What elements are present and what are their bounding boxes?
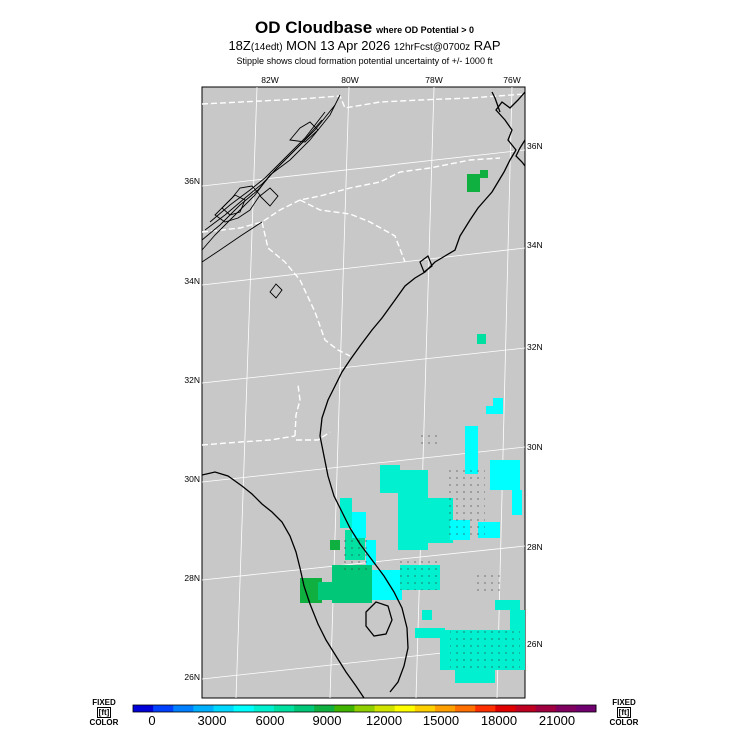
valid-date: MON 13 Apr 2026: [286, 38, 391, 53]
colorbar-right-label-top: FIXED: [612, 698, 636, 707]
lat-label-left-26n: 26N: [184, 672, 200, 682]
colorbar-swatch: [213, 705, 235, 712]
colorbar-tick: 6000: [255, 713, 285, 728]
colorbar-cells: [132, 704, 597, 713]
lat-label-left-30n: 30N: [184, 474, 200, 484]
lon-label-80w: 80W: [341, 75, 358, 85]
graticule: [202, 87, 525, 698]
colorbar-swatch: [455, 705, 476, 712]
lon-label-82w: 82W: [261, 75, 278, 85]
colorbar-left-unit: [ft]: [96, 707, 112, 718]
colorbar-swatch: [133, 705, 154, 712]
colorbar-swatch: [193, 705, 215, 712]
lat-label-right-28n: 28N: [527, 542, 543, 552]
forecast-info: 12hrFcst@0700z: [393, 42, 471, 53]
lat-labels-right: 36N 34N 32N 30N 28N 26N: [527, 141, 543, 649]
colorbar-swatch: [294, 705, 315, 712]
colorbar-right-unit: [ft]: [616, 707, 632, 718]
colorbar-right-label: FIXED [ft] COLOR: [608, 698, 640, 727]
colorbar-left-label-top: FIXED: [92, 698, 116, 707]
lake-feature: [419, 255, 433, 273]
colorbar-tick: 21000: [538, 713, 576, 728]
colorbar-swatch: [233, 705, 255, 712]
colorbar-swatch: [314, 705, 335, 712]
chart-title-row: OD Cloudbase where OD Potential > 0: [0, 18, 729, 38]
colorbar-swatch: [253, 705, 275, 712]
colorbar-swatch: [434, 705, 456, 712]
colorbar-left-label-bottom: COLOR: [89, 718, 119, 727]
terrain-contours: [202, 94, 341, 299]
colorbar-tick: 9000: [312, 713, 342, 728]
colorbar-tick: 0: [148, 713, 156, 728]
coastline: [202, 91, 525, 698]
colorbar-tick: 15000: [422, 713, 460, 728]
colorbar-left-label: FIXED [ft] COLOR: [88, 698, 120, 727]
colorbar-tick: 3000: [197, 713, 227, 728]
valid-time: 18Z: [228, 38, 251, 53]
stipple-note: Stipple shows cloud formation potential …: [236, 56, 493, 66]
lat-label-left-32n: 32N: [184, 375, 200, 385]
lon-label-78w: 78W: [425, 75, 442, 85]
lat-labels-left: 36N 34N 32N 30N 28N 26N: [184, 176, 200, 682]
colorbar-swatch: [394, 705, 416, 712]
uncertainty-stipple: [340, 430, 520, 670]
model-name: RAP: [473, 38, 501, 53]
colorbar-frame: [132, 704, 597, 713]
colorbar-swatch: [555, 705, 577, 712]
colorbar-swatch: [515, 705, 537, 712]
lat-label-left-34n: 34N: [184, 276, 200, 286]
lat-label-right-34n: 34N: [527, 240, 543, 250]
lon-labels: 82W 80W 78W 76W: [261, 75, 520, 85]
chart-title-note: where OD Potential > 0: [376, 25, 474, 35]
lat-label-right-36n: 36N: [527, 141, 543, 151]
colorbar-swatch: [354, 705, 376, 712]
colorbar-swatch: [334, 705, 355, 712]
colorbar-tick: 12000: [365, 713, 403, 728]
colorbar-swatch: [414, 705, 436, 712]
colorbar-swatch: [153, 705, 174, 712]
lat-label-left-36n: 36N: [184, 176, 200, 186]
lake-okeechobee: [365, 601, 393, 637]
local-time: (14edt): [250, 42, 283, 53]
lat-label-right-32n: 32N: [527, 342, 543, 352]
chart-subtitle: 18Z(14edt) MON 13 Apr 2026 12hrFcst@0700…: [0, 38, 729, 53]
colorbar-right-label-bottom: COLOR: [609, 718, 639, 727]
colorbar-swatch: [273, 705, 295, 712]
colorbar-swatch: [173, 705, 194, 712]
colorbar-swatch: [374, 705, 396, 712]
colorbar-swatch: [575, 705, 597, 712]
lat-label-right-26n: 26N: [527, 639, 543, 649]
lon-label-76w: 76W: [503, 75, 520, 85]
chart-title: OD Cloudbase: [255, 18, 373, 37]
colorbar-swatch: [475, 705, 496, 712]
lat-label-right-30n: 30N: [527, 442, 543, 452]
colorbar-tick: 18000: [480, 713, 518, 728]
colorbar-swatch: [535, 705, 557, 712]
state-borders: [202, 93, 525, 446]
lat-label-left-28n: 28N: [184, 573, 200, 583]
colorbar-swatch: [495, 705, 516, 712]
